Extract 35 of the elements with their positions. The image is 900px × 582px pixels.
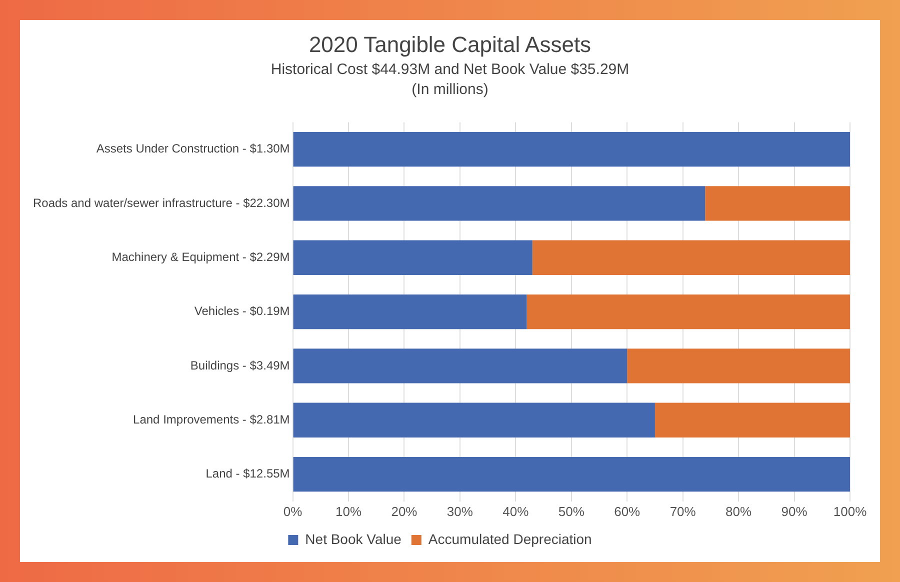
- x-tick-label: 10%: [335, 504, 362, 519]
- bar: [705, 186, 850, 221]
- bar: [293, 186, 706, 221]
- bar: [654, 402, 850, 438]
- bar: [293, 132, 850, 167]
- y-tick-label: Vehicles - $0.19M: [194, 304, 290, 318]
- x-tick-label: 60%: [614, 504, 641, 519]
- x-tick-label: 90%: [781, 504, 808, 519]
- x-tick-label: 70%: [670, 504, 696, 519]
- y-tick-label: Land Improvements - $2.81M: [133, 412, 290, 426]
- x-tick-label: 100%: [833, 504, 868, 519]
- x-tick-label: 40%: [502, 504, 530, 519]
- x-tick-label: 0%: [283, 504, 303, 519]
- y-tick-label: Roads and water/sewer infrastructure - $22.30M: [32, 196, 290, 210]
- bar: [293, 294, 527, 330]
- bar: [627, 348, 850, 384]
- bar: [293, 456, 850, 492]
- chart-subtitle: Historical Cost $44.93M and Net Book Value $35.29M: [270, 61, 630, 78]
- y-tick-label: Buildings - $3.49M: [190, 358, 290, 372]
- x-tick-label: 30%: [446, 504, 474, 519]
- bar: [526, 294, 850, 330]
- y-tick-label: Machinery & Equipment - $2.29M: [112, 250, 290, 264]
- y-tick-label: Land - $12.55M: [206, 466, 290, 481]
- legend-label: Net Book Value: [305, 530, 402, 547]
- x-tick-label: 50%: [558, 504, 585, 519]
- x-tick-label: 80%: [726, 504, 752, 519]
- legend-label: Accumulated Depreciation: [428, 530, 592, 547]
- bar: [293, 402, 655, 438]
- x-tick-label: 20%: [391, 504, 418, 519]
- y-tick-label: Assets Under Construction - $1.30M: [96, 142, 290, 156]
- chart-title: 2020 Tangible Capital Assets: [308, 32, 592, 58]
- bar: [532, 240, 850, 275]
- text: (In millions): [410, 81, 490, 98]
- bar: [293, 348, 628, 384]
- bar: [293, 240, 532, 275]
